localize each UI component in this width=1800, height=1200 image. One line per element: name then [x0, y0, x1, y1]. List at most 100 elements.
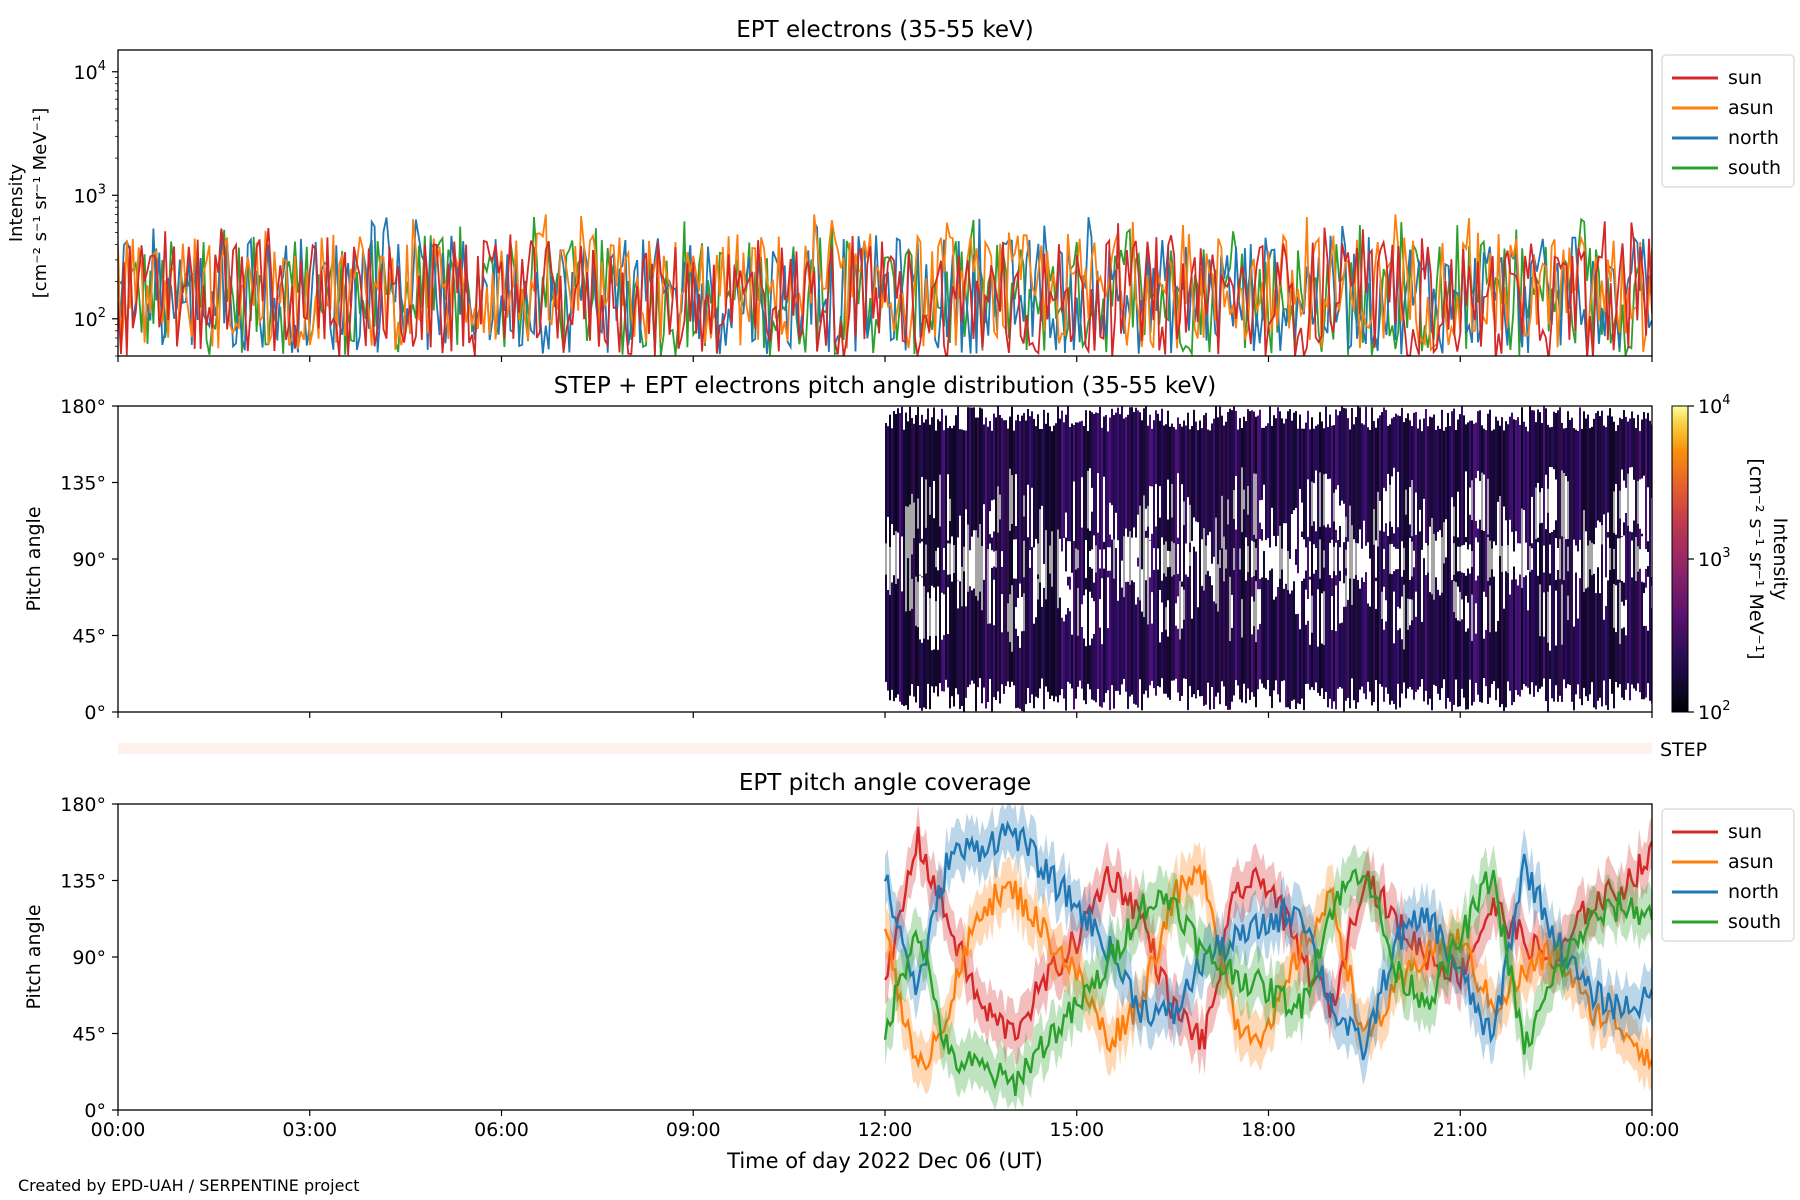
heatmap-cell — [1185, 425, 1187, 544]
heatmap-cell — [1607, 580, 1609, 711]
heatmap-cell — [1121, 587, 1123, 685]
heatmap-cell — [1359, 407, 1361, 530]
heatmap-cell — [1321, 643, 1323, 689]
heatmap-cell — [1517, 585, 1519, 695]
heatmap-cell — [1483, 530, 1485, 592]
heatmap-cell — [1237, 429, 1239, 686]
heatmap-cell — [1579, 578, 1581, 699]
heatmap-cell — [1413, 412, 1415, 551]
heatmap-cell — [1033, 418, 1035, 548]
heatmap-cell — [1517, 417, 1519, 544]
panel1-yticks: 102 103 104 — [74, 59, 118, 357]
heatmap-cell — [1211, 585, 1213, 687]
heatmap-cell — [1089, 410, 1091, 469]
heatmap-cell — [1017, 636, 1019, 708]
heatmap-cell — [1475, 520, 1477, 538]
heatmap-cell — [1327, 524, 1329, 708]
heatmap-cell — [1261, 529, 1263, 541]
heatmap-cell — [1361, 423, 1363, 549]
heatmap-cell — [983, 424, 985, 505]
heatmap-cell — [1615, 430, 1617, 484]
heatmap-cell — [1623, 522, 1625, 536]
heatmap-cell — [1295, 410, 1297, 508]
heatmap-cell — [1137, 410, 1139, 515]
heatmap-cell — [1531, 569, 1533, 683]
y-tick-label: 45° — [72, 626, 106, 648]
colorbar-gradient — [1671, 405, 1689, 713]
y-tick-label: 0° — [84, 702, 106, 724]
heatmap-cell — [1137, 557, 1139, 567]
heatmap-cell — [1251, 410, 1253, 541]
heatmap-cell — [1265, 577, 1267, 690]
heatmap-cell — [1513, 419, 1515, 552]
heatmap-cell — [921, 414, 923, 478]
heatmap-cell — [1063, 422, 1065, 538]
heatmap-cell — [1141, 611, 1143, 711]
heatmap-cell — [1435, 577, 1437, 687]
heatmap-cell — [1353, 578, 1355, 701]
y-tick-label: 180° — [60, 396, 106, 418]
heatmap-cell — [1201, 428, 1203, 540]
heatmap-cell — [993, 413, 995, 500]
heatmap-cell — [1409, 524, 1411, 538]
heatmap-cell — [1511, 579, 1513, 706]
heatmap-cell — [933, 649, 935, 693]
heatmap-cell — [1649, 420, 1651, 701]
heatmap-cell — [1383, 531, 1385, 549]
heatmap-cell — [1549, 532, 1551, 545]
x-tick-label: 09:00 — [666, 1119, 721, 1141]
heatmap-cell — [957, 608, 959, 695]
heatmap-cell — [1537, 537, 1539, 543]
heatmap-cell — [1127, 414, 1129, 537]
heatmap-cell — [1465, 537, 1467, 543]
heatmap-cell — [1187, 412, 1189, 498]
heatmap-cell — [1299, 414, 1301, 489]
heatmap-cell — [1505, 571, 1507, 708]
heatmap-cell — [1537, 575, 1539, 693]
panel-intensity: EPT electrons (35-55 keV) 102 103 104 Inte… — [6, 17, 1795, 362]
heatmap-cell — [1409, 625, 1411, 687]
heatmap-cell — [1469, 514, 1471, 545]
heatmap-cell — [1477, 411, 1479, 471]
heatmap-cell — [1575, 429, 1577, 546]
heatmap-cell — [1439, 595, 1441, 700]
heatmap-cell — [1111, 539, 1113, 686]
heatmap-cell — [1307, 410, 1309, 480]
heatmap-cell — [1429, 592, 1431, 699]
x-tick-label: 03:00 — [282, 1119, 337, 1141]
heatmap-cell — [991, 567, 993, 712]
heatmap-cell — [1301, 531, 1303, 538]
heatmap-cell — [1145, 530, 1147, 538]
heatmap-cell — [1137, 597, 1139, 708]
heatmap-cell — [1313, 573, 1315, 691]
coverage-band-south — [885, 844, 1652, 1110]
heatmap-cell — [1493, 429, 1495, 542]
panel2-heatmap — [885, 406, 1652, 712]
heatmap-cell — [1603, 619, 1605, 681]
heatmap-cell — [1167, 519, 1169, 551]
xaxis-label: Time of day 2022 Dec 06 (UT) — [726, 1149, 1043, 1173]
heatmap-cell — [973, 407, 975, 531]
heatmap-cell — [1325, 527, 1327, 692]
heatmap-cell — [1251, 577, 1253, 597]
heatmap-cell — [1187, 576, 1189, 711]
heatmap-cell — [1343, 542, 1345, 584]
panel2-yticks: 0° 45° 90° 135° 180° — [60, 396, 118, 724]
heatmap-cell — [1273, 415, 1275, 536]
heatmap-cell — [1117, 600, 1119, 691]
heatmap-cell — [1181, 426, 1183, 485]
heatmap-cell — [1081, 420, 1083, 478]
heatmap-cell — [941, 639, 943, 692]
heatmap-cell — [891, 582, 893, 690]
heatmap-cell — [1329, 575, 1331, 699]
heatmap-cell — [1127, 581, 1129, 709]
heatmap-cell — [1335, 529, 1337, 543]
heatmap-cell — [1133, 411, 1135, 528]
heatmap-cell — [1093, 413, 1095, 536]
heatmap-cell — [1017, 414, 1019, 598]
heatmap-cell — [1089, 645, 1091, 690]
heatmap-cell — [1177, 417, 1179, 474]
heatmap-cell — [1575, 572, 1577, 695]
heatmap-cell — [1135, 604, 1137, 705]
heatmap-cell — [1015, 526, 1017, 540]
